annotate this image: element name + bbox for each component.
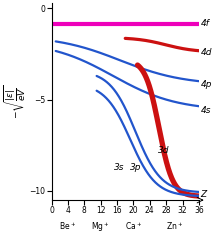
- Text: 3d: 3d: [158, 146, 170, 155]
- Text: 4d: 4d: [201, 48, 212, 57]
- Text: Zn$^+$: Zn$^+$: [166, 220, 183, 232]
- Text: Be$^+$: Be$^+$: [60, 220, 77, 232]
- Text: 4p: 4p: [201, 81, 212, 90]
- Text: 4s: 4s: [201, 106, 211, 115]
- Text: 3p: 3p: [130, 163, 141, 172]
- Y-axis label: $-\sqrt{\dfrac{|\varepsilon|}{eV}}$: $-\sqrt{\dfrac{|\varepsilon|}{eV}}$: [3, 84, 28, 118]
- Text: Ca$^+$: Ca$^+$: [125, 220, 142, 232]
- Text: Mg$^+$: Mg$^+$: [91, 220, 110, 234]
- Text: 4f: 4f: [201, 19, 209, 28]
- Text: 3s: 3s: [114, 163, 124, 172]
- Text: Z: Z: [201, 190, 207, 199]
